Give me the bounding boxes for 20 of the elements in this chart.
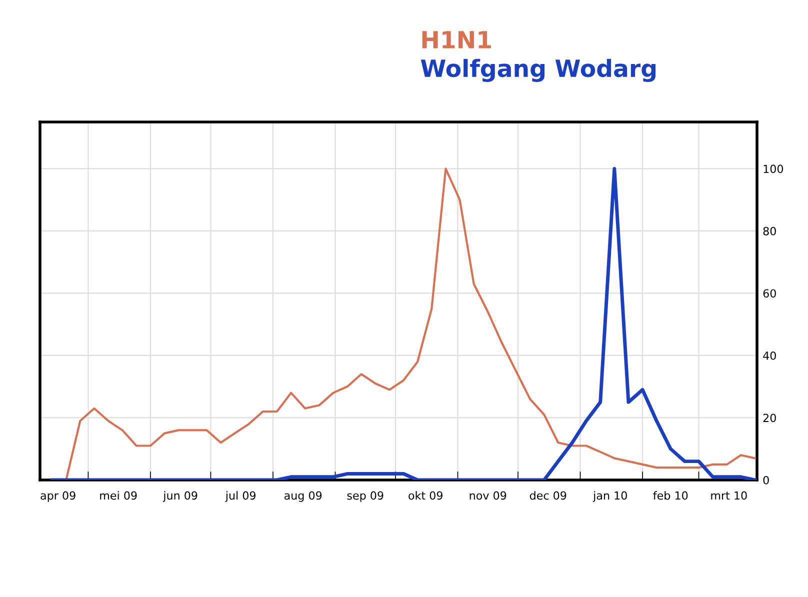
y-tick-label: 20 [763, 414, 776, 422]
x-tick-label: jun 09 [162, 491, 198, 502]
text: Wolfgang Wodarg [420, 58, 656, 82]
x-tick-label: okt 09 [408, 491, 442, 500]
x-tick-label: nov 09 [470, 491, 506, 500]
x-tick-label: aug 09 [284, 491, 322, 502]
x-tick-label: feb 10 [653, 491, 688, 500]
x-tick-label: jul 09 [225, 491, 256, 502]
y-tick-label: 60 [763, 289, 776, 298]
x-tick-label: mrt 10 [711, 491, 747, 500]
x-tick-label: jan 10 [592, 491, 627, 502]
x-tick-label: dec 09 [530, 491, 566, 500]
y-tick-label: 80 [763, 226, 776, 236]
x-tick-label: sep 09 [347, 491, 384, 502]
y-tick-label: 0 [763, 476, 769, 484]
x-tick-label: apr 09 [40, 491, 76, 502]
text: H1N1 [422, 31, 491, 48]
y-tick-label: 100 [764, 164, 784, 174]
y-tick-label: 40 [763, 351, 776, 360]
x-tick-label: mei 09 [100, 491, 137, 500]
